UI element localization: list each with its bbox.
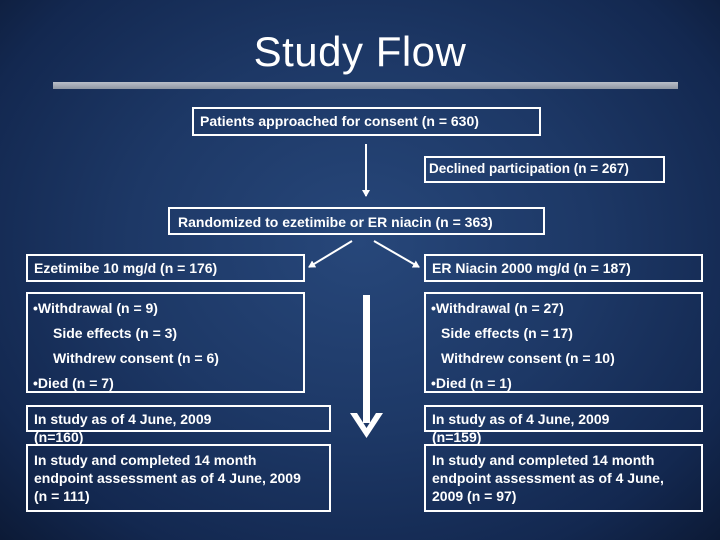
niacin-withdrawal: •Withdrawal (n = 27) [431, 300, 564, 316]
approached-box: Patients approached for consent (n = 630… [192, 107, 541, 136]
ezetimibe-completed-box: In study and completed 14 month endpoint… [26, 444, 331, 512]
ezetimibe-in-study: In study as of 4 June, 2009 (n=160) [34, 411, 212, 445]
niacin-in-study: In study as of 4 June, 2009 (n=159) [432, 411, 610, 445]
ezetimibe-side-effects: Side effects (n = 3) [53, 325, 178, 341]
big-down-arrow-head [350, 413, 383, 438]
ezetimibe-completed: In study and completed 14 month endpoint… [34, 452, 301, 504]
niacin-completed: In study and completed 14 month endpoint… [432, 452, 664, 504]
niacin-completed-box: In study and completed 14 month endpoint… [424, 444, 703, 512]
randomized-box: Randomized to ezetimibe or ER niacin (n … [168, 207, 545, 235]
big-down-arrow-shaft [363, 295, 370, 423]
niacin-in-study-box: In study as of 4 June, 2009 (n=159) [424, 405, 703, 445]
randomized-label: Randomized to ezetimibe or ER niacin (n … [178, 214, 493, 230]
ezetimibe-header-box: Ezetimibe 10 mg/d (n = 176) [26, 254, 305, 282]
niacin-died: •Died (n = 1) [431, 375, 512, 391]
ezetimibe-header: Ezetimibe 10 mg/d (n = 176) [34, 260, 218, 276]
ezetimibe-withdrawal: •Withdrawal (n = 9) [33, 300, 158, 316]
ezetimibe-in-study-box: In study as of 4 June, 2009 (n=160) [26, 405, 331, 445]
declined-box: Declined participation (n = 267) [424, 156, 665, 183]
niacin-withdrawal-box: •Withdrawal (n = 27) Side effects (n = 1… [424, 292, 703, 393]
niacin-header-box: ER Niacin 2000 mg/d (n = 187) [424, 254, 703, 282]
ezetimibe-died: •Died (n = 7) [33, 375, 114, 391]
ezetimibe-withdrew-consent: Withdrew consent (n = 6) [53, 350, 219, 366]
arrow-randomized-to-ezetimibe [308, 240, 353, 268]
slide-title: Study Flow [253, 28, 467, 75]
ezetimibe-withdrawal-box: •Withdrawal (n = 9) Side effects (n = 3)… [26, 292, 305, 393]
niacin-withdrew-consent: Withdrew consent (n = 10) [441, 350, 615, 366]
niacin-side-effects: Side effects (n = 17) [441, 325, 573, 341]
niacin-header: ER Niacin 2000 mg/d (n = 187) [432, 260, 631, 276]
declined-label: Declined participation (n = 267) [429, 161, 629, 176]
approached-label: Patients approached for consent (n = 630… [200, 113, 479, 129]
arrow-randomized-to-niacin [373, 240, 420, 268]
title-divider [53, 82, 678, 89]
